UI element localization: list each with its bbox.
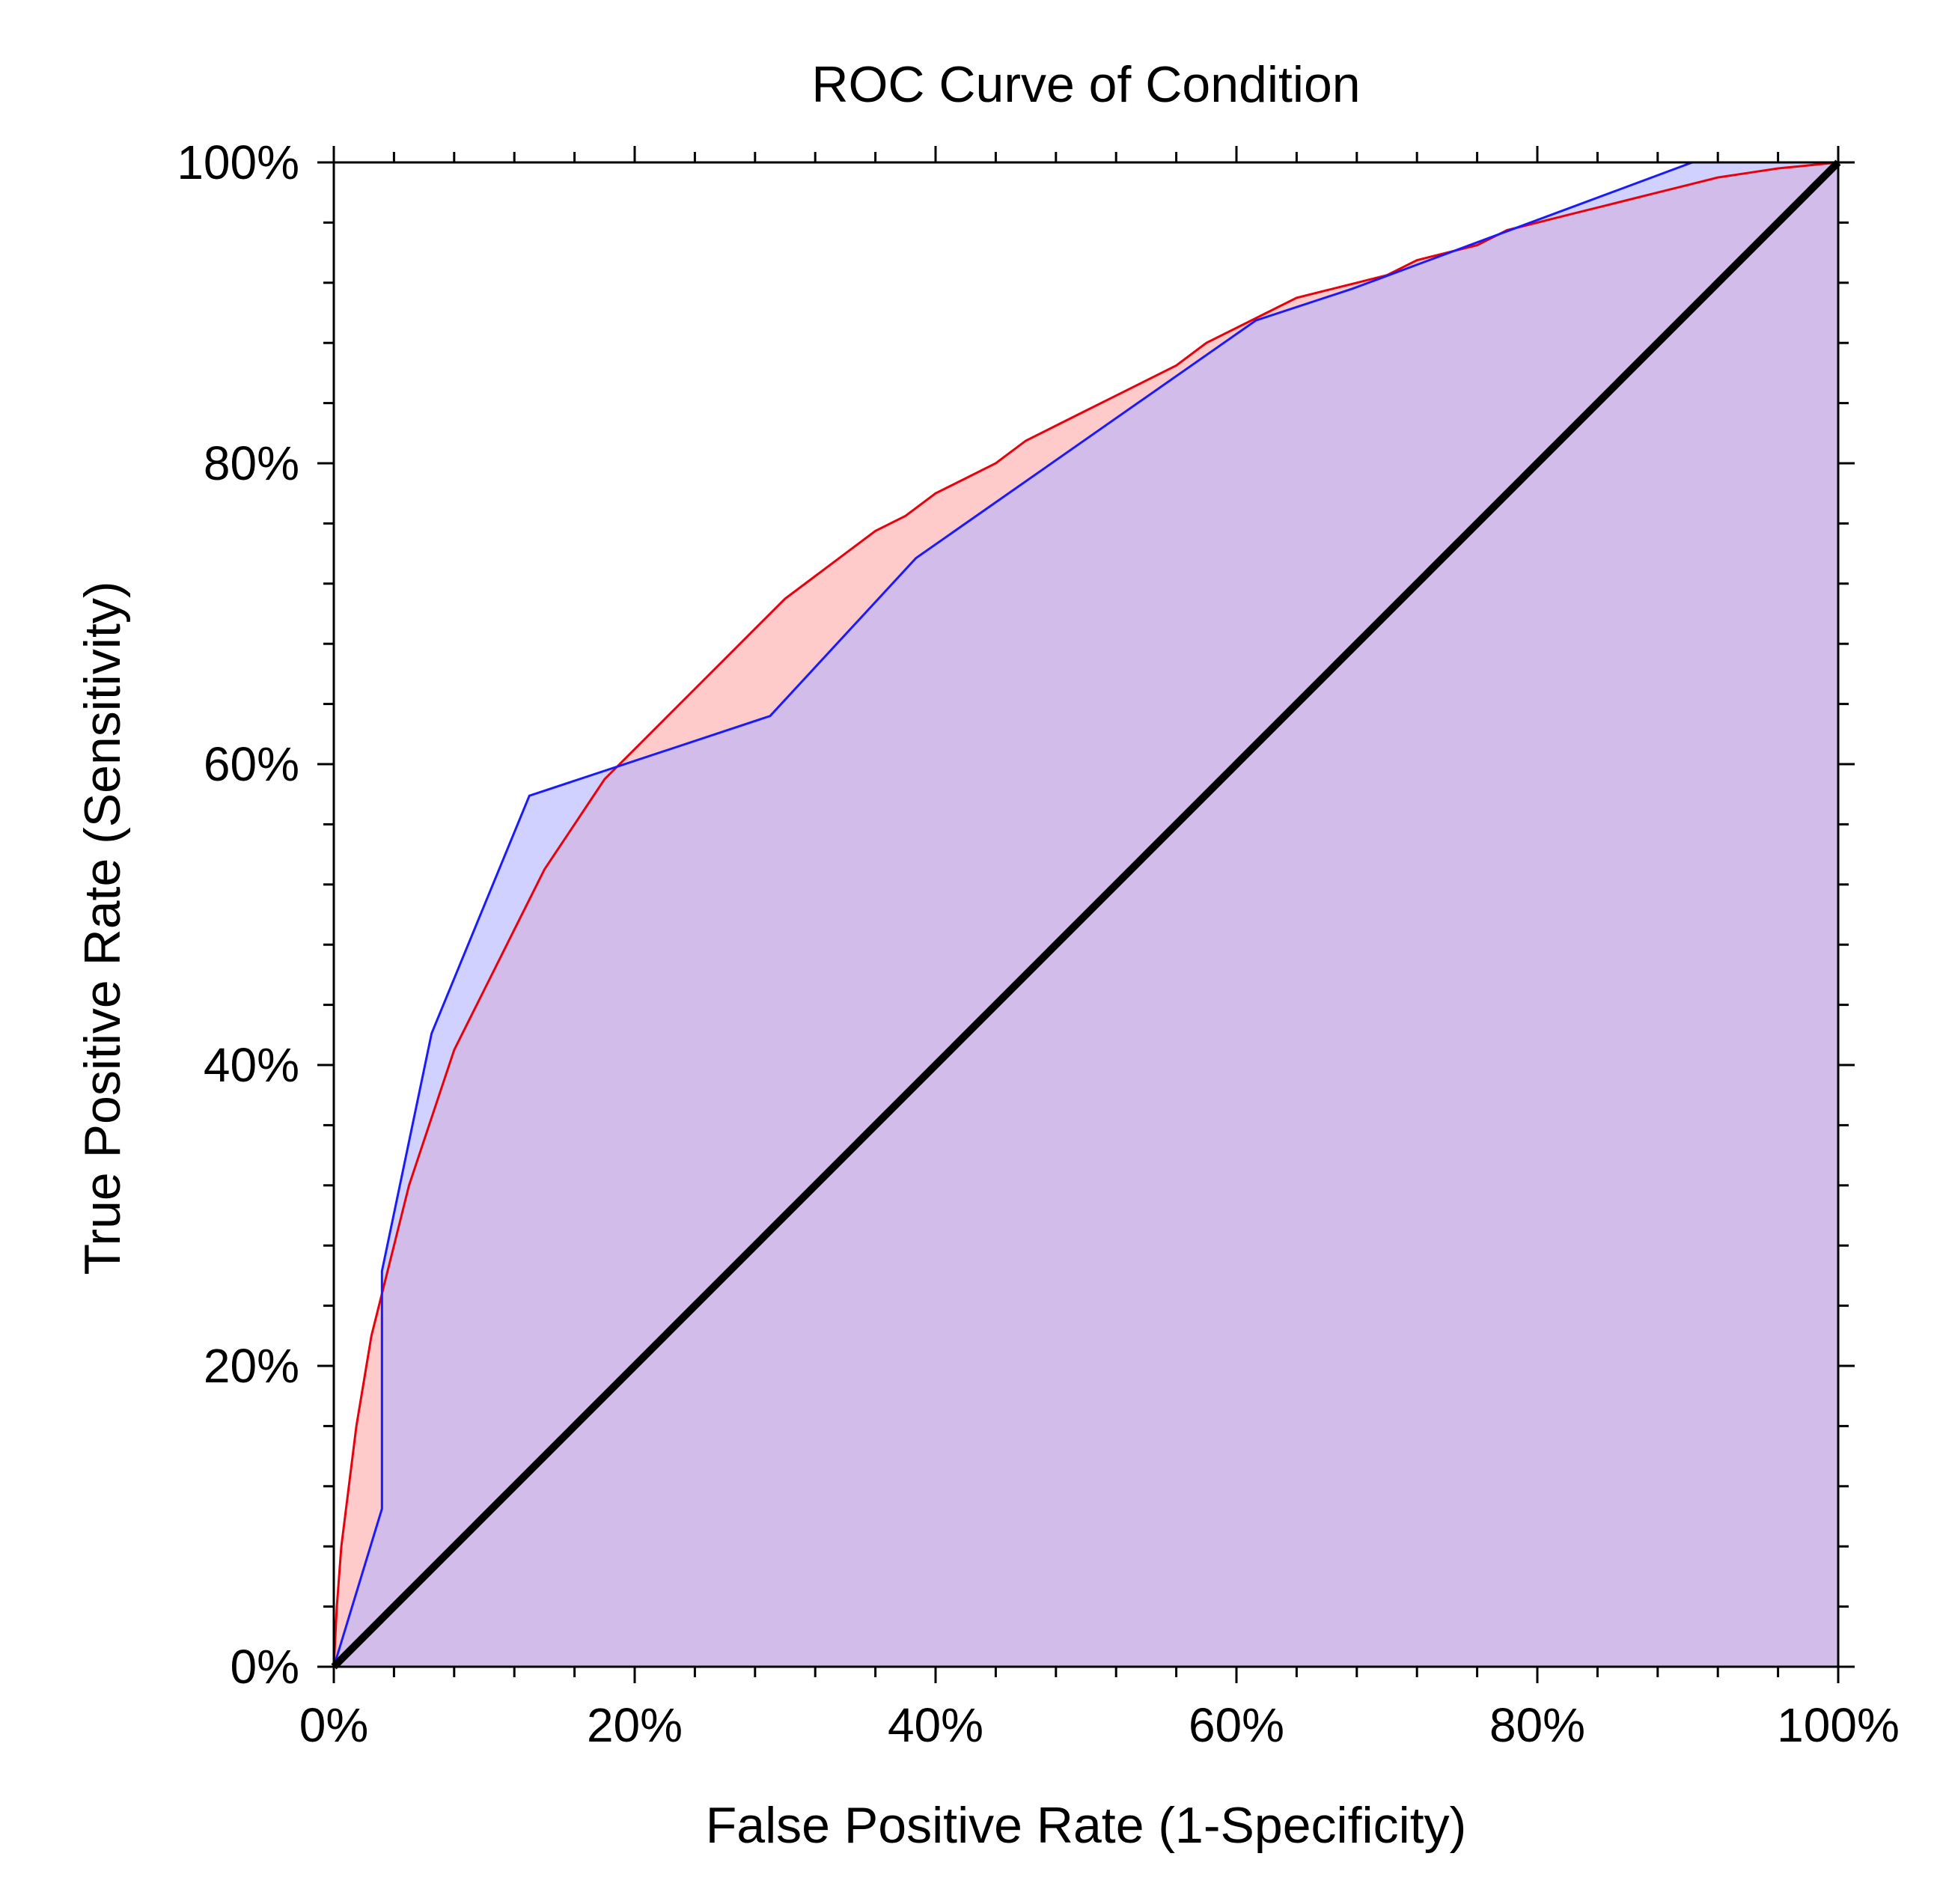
axis-ticks	[317, 146, 1855, 1683]
x-tick-label: 20%	[587, 1698, 683, 1752]
y-axis-label: True Positive Rate (Sensitivity)	[74, 581, 131, 1275]
axis-tick-labels: 0% 20% 40% 60% 80% 100% 0% 20% 40% 60% 80% 100%	[177, 135, 1900, 1752]
x-tick-label: 60%	[1189, 1698, 1284, 1752]
y-tick-label: 60%	[204, 737, 299, 791]
y-tick-label: 40%	[204, 1038, 299, 1092]
reference-diagonal-line	[331, 159, 1841, 1670]
y-tick-label: 100%	[177, 135, 299, 189]
x-tick-label: 40%	[888, 1698, 983, 1752]
y-tick-label: 20%	[204, 1339, 299, 1393]
chart-title: ROC Curve of Condition	[811, 56, 1360, 113]
x-axis-label: False Positive Rate (1-Specificity)	[706, 1797, 1467, 1854]
series-lines	[331, 159, 1841, 1670]
blue-roc-line	[332, 161, 1838, 1667]
x-tick-label: 100%	[1777, 1698, 1900, 1752]
x-tick-label: 80%	[1489, 1698, 1585, 1752]
plot-frame	[332, 161, 1840, 1668]
y-tick-label: 0%	[231, 1640, 300, 1694]
y-tick-label: 80%	[204, 436, 299, 490]
x-tick-label: 0%	[299, 1698, 369, 1752]
